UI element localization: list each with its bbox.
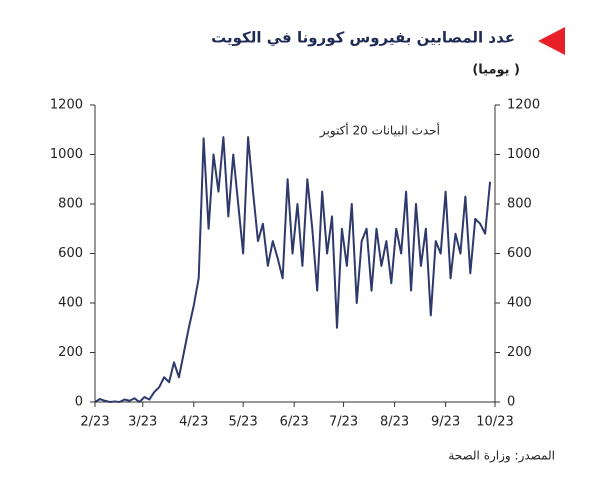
x-tick-label: 2/23 [80, 415, 109, 430]
x-tick-label: 3/23 [128, 415, 157, 430]
title-marker [538, 27, 565, 55]
source: المصدر: وزارة الصحة [448, 449, 555, 464]
x-tick-label: 7/23 [329, 415, 358, 430]
y-tick-label: 1000 [50, 147, 83, 162]
x-tick-label: 6/23 [280, 415, 309, 430]
annotation: أحدث البيانات 20 أكتوبر [319, 123, 440, 139]
y2-tick-label: 1200 [507, 98, 540, 113]
y2-tick-label: 600 [507, 246, 532, 261]
y2-tick-label: 1000 [507, 147, 540, 162]
x-tick-label: 9/23 [431, 415, 460, 430]
x-tick-label: 4/23 [179, 415, 208, 430]
x-tick-label: 10/23 [476, 415, 513, 430]
y2-tick-label: 800 [507, 197, 532, 212]
chart-title: عدد المصابين بفيروس كورونا في الكويت [211, 29, 515, 47]
y-tick-label: 0 [75, 395, 83, 410]
x-tick-label: 5/23 [229, 415, 258, 430]
y-tick-label: 200 [58, 345, 83, 360]
y2-tick-label: 200 [507, 345, 532, 360]
y2-tick-label: 400 [507, 296, 532, 311]
chart-subtitle: ( يوميا) [472, 63, 520, 78]
data-line [94, 136, 492, 403]
y-tick-label: 800 [58, 197, 83, 212]
y-tick-label: 400 [58, 296, 83, 311]
x-tick-label: 8/23 [380, 415, 409, 430]
y-tick-label: 600 [58, 246, 83, 261]
y-tick-label: 1200 [50, 98, 83, 113]
y2-tick-label: 0 [507, 395, 515, 410]
